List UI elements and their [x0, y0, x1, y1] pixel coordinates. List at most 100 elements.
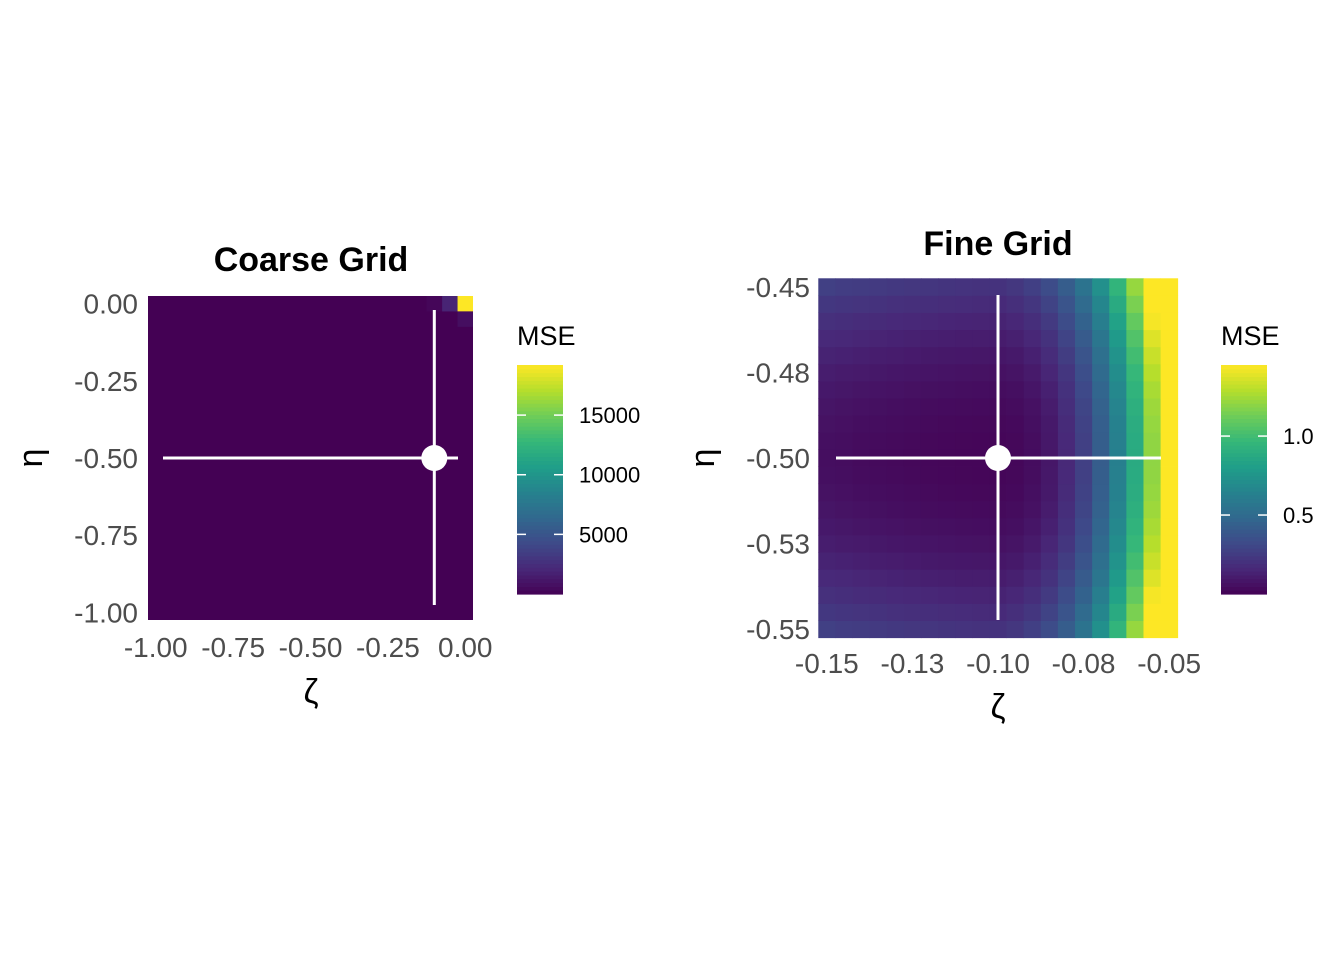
- y-tick-label: -0.45: [746, 272, 810, 303]
- heatmap-cell: [955, 500, 973, 519]
- heatmap-cell: [835, 432, 853, 450]
- heatmap-cell: [1006, 603, 1025, 621]
- heatmap-cell: [1023, 432, 1042, 450]
- heatmap-cell: [1040, 552, 1059, 570]
- heatmap-cell: [1160, 500, 1179, 519]
- colorbar-segment: [517, 582, 563, 587]
- heatmap-cell: [1126, 466, 1144, 485]
- heatmap-cell: [1143, 517, 1161, 536]
- heatmap-cell: [886, 535, 905, 553]
- colorbar-segment: [1221, 529, 1267, 534]
- heatmap-cell: [869, 466, 888, 485]
- colorbar-segment: [1221, 536, 1267, 542]
- heatmap-cell: [1143, 380, 1161, 399]
- colorbar-segment: [1221, 513, 1267, 519]
- heatmap-cell: [938, 415, 956, 433]
- x-tick-label: -1.00: [124, 632, 188, 663]
- colorbar-segment: [517, 479, 563, 484]
- heatmap-cell: [1023, 398, 1042, 416]
- colorbar-segment: [517, 487, 563, 492]
- colorbar-segment: [1221, 571, 1267, 576]
- colorbar-segment: [1221, 590, 1267, 595]
- optimum-point: [985, 445, 1011, 471]
- heatmap-cell: [938, 500, 956, 519]
- heatmap-cell: [818, 517, 836, 536]
- heatmap-cell: [1126, 432, 1144, 450]
- heatmap-cell: [426, 296, 443, 312]
- heatmap-cell: [1057, 295, 1076, 313]
- heatmap-cell: [1109, 466, 1127, 485]
- heatmap-cell: [835, 620, 853, 639]
- heatmap-cell: [835, 398, 853, 416]
- colorbar-tick-label: 5000: [579, 522, 628, 547]
- heatmap-cell: [835, 346, 853, 365]
- heatmap-cell: [886, 278, 905, 296]
- heatmap-cell: [835, 483, 853, 502]
- heatmap-cell: [1109, 586, 1127, 604]
- heatmap-cell: [818, 329, 836, 348]
- heatmap-cell: [1057, 535, 1076, 553]
- colorbar-segment: [517, 387, 563, 393]
- colorbar-segment: [1221, 365, 1267, 370]
- heatmap-cell: [938, 398, 956, 416]
- heatmap-cell: [1126, 363, 1144, 382]
- heatmap-cell: [1160, 466, 1179, 485]
- heatmap-cell: [852, 517, 871, 536]
- colorbar-segment: [1221, 521, 1267, 526]
- heatmap-cell: [1040, 517, 1059, 536]
- heatmap-cell: [938, 278, 956, 296]
- colorbar-tick-label: 15000: [579, 403, 640, 428]
- heatmap-cell: [1023, 569, 1042, 587]
- y-tick-label: 0.00: [84, 289, 139, 320]
- heatmap-cell: [835, 586, 853, 604]
- colorbar-tick-label: 10000: [579, 463, 640, 488]
- heatmap-cell: [869, 346, 888, 365]
- heatmap-cell: [886, 517, 905, 536]
- heatmap-cell: [1109, 398, 1127, 416]
- heatmap-cell: [1160, 603, 1179, 621]
- heatmap-cell: [1143, 603, 1161, 621]
- y-tick-label: -1.00: [74, 597, 138, 628]
- heatmap-cell: [835, 603, 853, 621]
- heatmap-cell: [886, 329, 905, 348]
- heatmap-cell: [1092, 312, 1110, 331]
- heatmap-cell: [955, 483, 973, 502]
- heatmap-cell: [457, 311, 473, 327]
- heatmap-cell: [955, 586, 973, 604]
- heatmap-cell: [903, 552, 922, 570]
- heatmap-cell: [1126, 517, 1144, 536]
- colorbar-segment: [1221, 578, 1267, 584]
- heatmap-cell: [869, 586, 888, 604]
- colorbar-segment: [1221, 490, 1267, 496]
- heatmap-cell: [1160, 535, 1179, 553]
- heatmap-cell: [1006, 415, 1025, 433]
- heatmap-cell: [955, 398, 973, 416]
- heatmap-cell: [989, 278, 1007, 296]
- heatmap-cell: [1075, 586, 1093, 604]
- heatmap-cell: [818, 586, 836, 604]
- heatmap-cell: [903, 603, 922, 621]
- heatmap-cell: [920, 517, 939, 536]
- colorbar-segment: [1221, 460, 1267, 465]
- colorbar-segment: [1221, 422, 1267, 427]
- heatmap-cell: [972, 432, 990, 450]
- colorbar-segment: [517, 559, 563, 565]
- heatmap-cell: [1143, 398, 1161, 416]
- colorbar-segment: [1221, 517, 1267, 523]
- colorbar-segment: [1221, 487, 1267, 492]
- colorbar-segment: [1221, 559, 1267, 565]
- heatmap-cell: [1143, 552, 1161, 570]
- colorbar-segment: [1221, 448, 1267, 454]
- heatmap-cell: [1023, 552, 1042, 570]
- heatmap-cell: [1075, 380, 1093, 399]
- heatmap-cell: [1126, 483, 1144, 502]
- colorbar-segment: [517, 399, 563, 404]
- heatmap-cell: [1160, 295, 1179, 313]
- heatmap-cell: [1006, 329, 1025, 348]
- heatmap-cell: [852, 312, 871, 331]
- x-tick-label: -0.05: [1137, 648, 1201, 679]
- heatmap-cell: [1057, 415, 1076, 433]
- heatmap-cell: [869, 552, 888, 570]
- heatmap-cell: [1006, 278, 1025, 296]
- heatmap-cell: [1160, 312, 1179, 331]
